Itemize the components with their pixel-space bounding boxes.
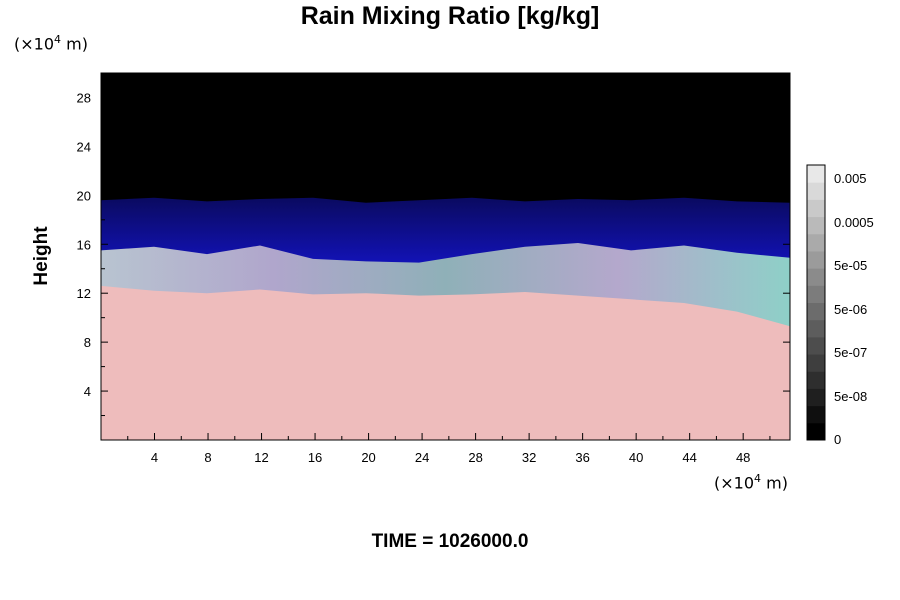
colorbar-swatch xyxy=(807,302,825,321)
chart-title: Rain Mixing Ratio [kg/kg] xyxy=(300,2,600,30)
x-tick-label: 20 xyxy=(361,450,375,465)
colorbar-swatch xyxy=(807,388,825,407)
x-tick-label: 44 xyxy=(682,450,696,465)
colorbar-swatch xyxy=(807,268,825,286)
x-tick-label: 12 xyxy=(254,450,268,465)
colorbar-swatch xyxy=(807,199,825,218)
x-tick-label: 36 xyxy=(575,450,589,465)
x-unit-exponent: 4 xyxy=(754,472,762,485)
colorbar-swatch xyxy=(807,405,825,424)
colorbar-swatch xyxy=(807,182,825,200)
x-tick-label: 40 xyxy=(629,450,643,465)
field-layers xyxy=(101,73,790,440)
colorbar-label: 0 xyxy=(834,432,841,447)
colorbar-swatch xyxy=(807,285,825,303)
y-tick-label: 8 xyxy=(84,335,91,350)
colorbar-swatch xyxy=(807,354,825,372)
y-tick-label: 20 xyxy=(77,188,91,203)
x-tick-label: 28 xyxy=(468,450,482,465)
colorbar: 0.005 0.0005 5e-05 5e-06 5e-07 5e-08 0 xyxy=(806,164,874,447)
y-axis-unit: (×104 m) xyxy=(14,33,88,53)
y-tick-label: 12 xyxy=(77,286,91,301)
colorbar-swatch xyxy=(807,371,825,389)
y-unit-exponent: 4 xyxy=(54,33,62,46)
colorbar-swatch xyxy=(807,233,825,252)
x-tick-label: 4 xyxy=(151,450,158,465)
colorbar-label: 0.0005 xyxy=(834,215,874,230)
colorbar-label: 5e-08 xyxy=(834,389,867,404)
colorbar-swatch xyxy=(807,216,825,235)
x-axis-unit: (×104 m) xyxy=(714,472,788,492)
lower-pink-region xyxy=(101,285,790,440)
y-unit-suffix: m) xyxy=(61,34,88,54)
colorbar-swatch xyxy=(807,165,825,183)
colorbar-swatch xyxy=(807,422,825,441)
colorbar-label: 0.005 xyxy=(834,171,867,186)
colorbar-frame xyxy=(806,164,826,441)
y-unit-prefix: (×10 xyxy=(14,34,55,54)
x-tick-label: 16 xyxy=(308,450,322,465)
x-unit-prefix: (×10 xyxy=(714,473,755,493)
x-tick-label: 48 xyxy=(736,450,750,465)
colorbar-label: 5e-07 xyxy=(834,345,867,360)
colorbar-label: 5e-06 xyxy=(834,302,867,317)
y-tick-label: 16 xyxy=(77,237,91,252)
colorbar-label: 5e-05 xyxy=(834,258,867,273)
y-tick-label: 4 xyxy=(84,384,91,399)
colorbar-swatch xyxy=(807,336,825,355)
y-tick-label: 24 xyxy=(77,139,91,154)
x-unit-suffix: m) xyxy=(761,473,788,493)
x-axis-ticks: 4 8 12 16 20 24 28 32 36 40 44 48 xyxy=(127,73,771,465)
x-tick-label: 32 xyxy=(522,450,536,465)
y-axis-ticks: 4 8 12 16 20 24 28 xyxy=(77,90,790,417)
y-tick-label: 28 xyxy=(77,90,91,105)
plot-frame xyxy=(100,72,791,441)
time-label: TIME = 1026000.0 xyxy=(371,531,529,552)
colorbar-swatch xyxy=(807,250,825,269)
x-tick-label: 24 xyxy=(415,450,429,465)
x-tick-label: 8 xyxy=(204,450,211,465)
colorbar-swatch xyxy=(807,319,825,338)
